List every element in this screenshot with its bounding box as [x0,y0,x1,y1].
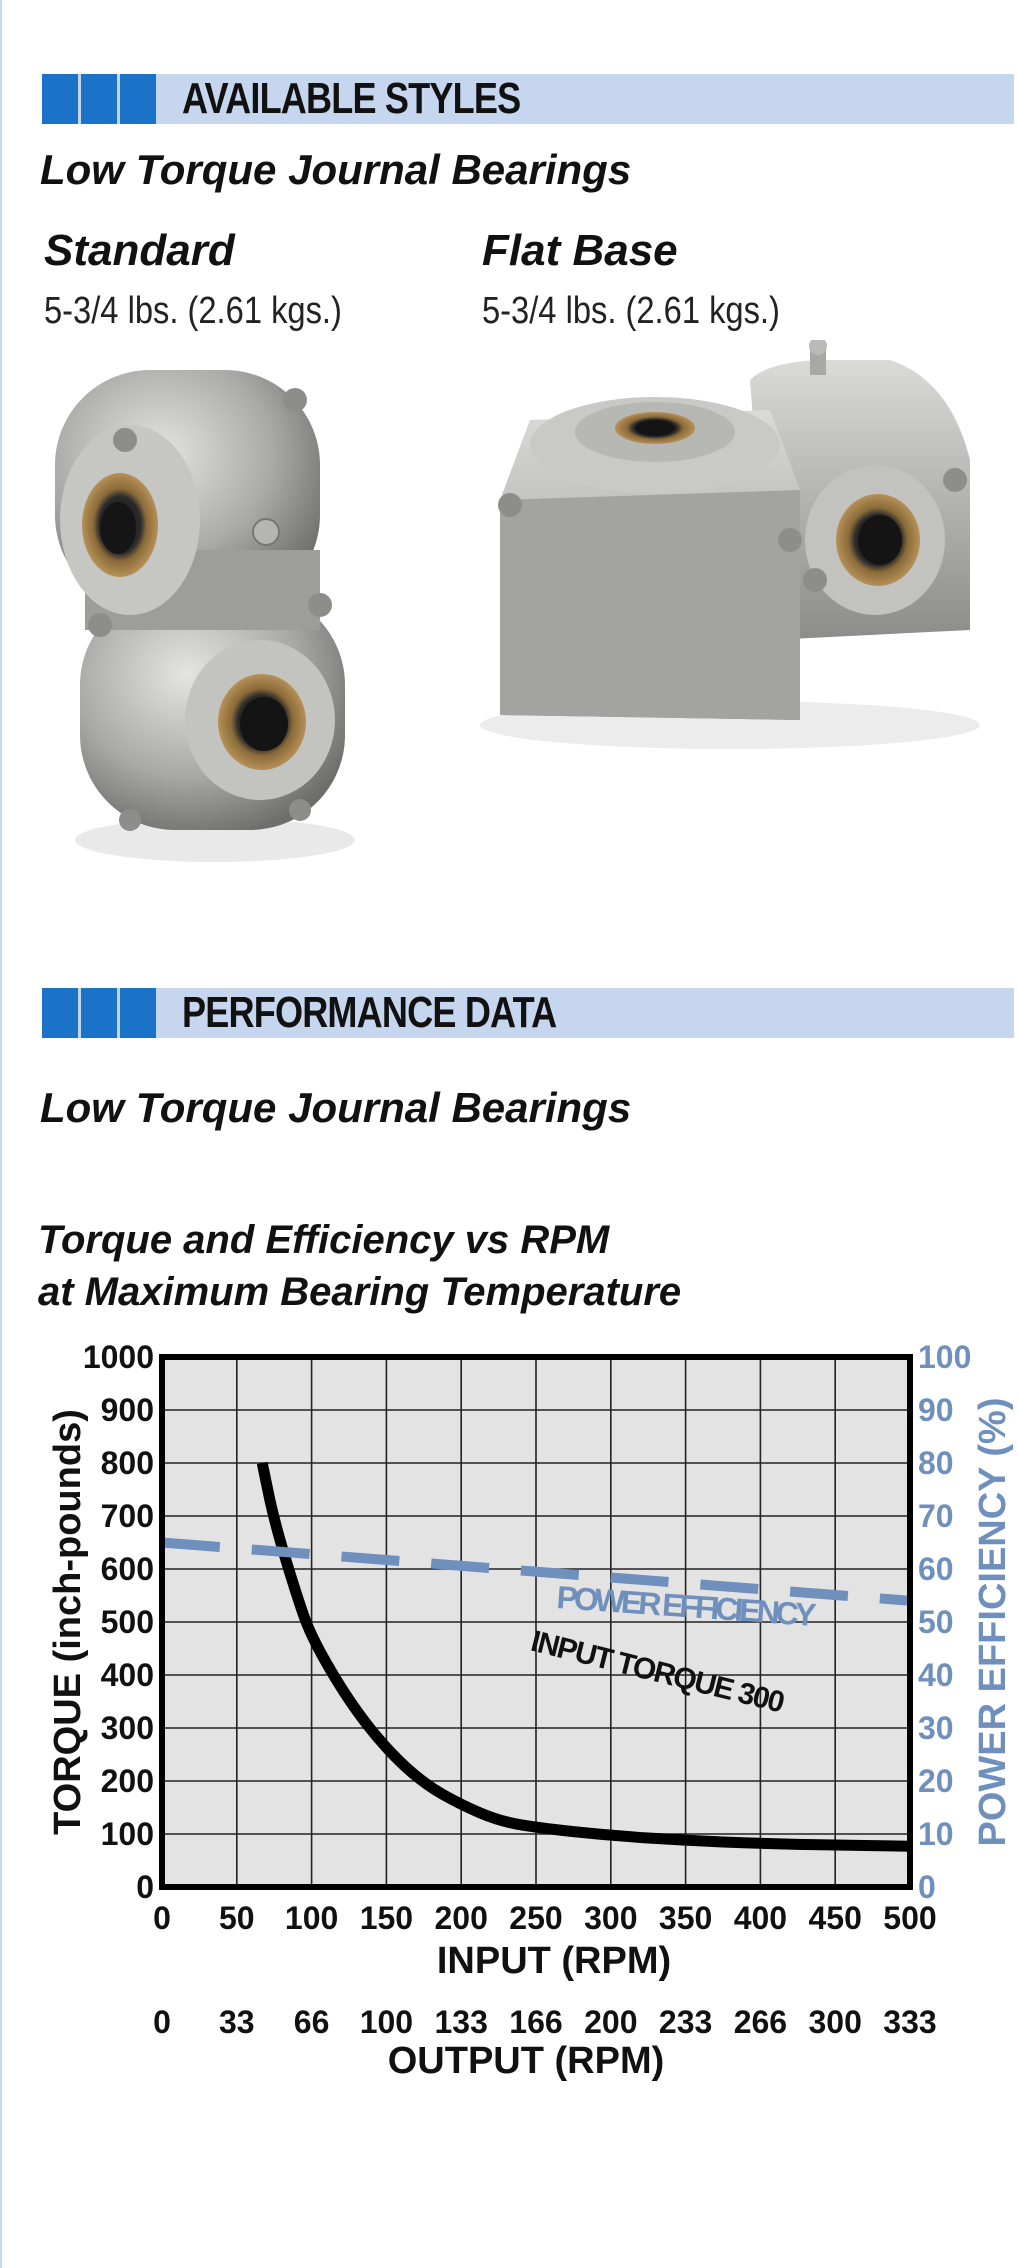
y-right-tick-label: 80 [918,1445,954,1481]
page-edge-rule [0,0,2,2268]
x-tick-label: 450 [809,1900,862,1936]
plot-frame [159,1354,913,1890]
y-right-tick-label: 90 [918,1392,954,1428]
performance-data-title: PERFORMANCE DATA [182,988,557,1037]
y-tick-label: 700 [101,1498,154,1534]
x2-tick-label: 133 [435,2004,488,2040]
x2-tick-label: 33 [219,2004,255,2040]
x-tick-label: 0 [153,1900,171,1936]
performance-data-header: PERFORMANCE DATA [42,988,1014,1038]
chart-title-line1: Torque and Efficiency vs RPM [38,1218,610,1262]
standard-title: Standard [44,226,235,275]
flat-base-weight: 5-3/4 lbs. (2.61 kgs.) [482,290,780,332]
y-right-tick-label: 30 [918,1710,954,1746]
y-tick-label: 1000 [83,1339,154,1375]
y-tick-label: 100 [101,1816,154,1852]
y-tick-label: 500 [101,1604,154,1640]
x-tick-label: 50 [219,1900,255,1936]
torque-efficiency-chart: 0100200300400500600700800900100001020304… [47,1339,1014,2082]
x2-axis-label: OUTPUT (RPM) [388,2040,665,2082]
y-right-tick-label: 70 [918,1498,954,1534]
x2-tick-label: 166 [509,2004,562,2040]
y-tick-label: 0 [136,1869,154,1905]
x2-tick-label: 200 [584,2004,637,2040]
input-torque-curve [256,1461,911,1852]
y-tick-label: 200 [101,1763,154,1799]
y-tick-label: 600 [101,1551,154,1587]
y-right-tick-label: 20 [918,1763,954,1799]
x2-tick-label: 66 [294,2004,330,2040]
x-tick-label: 100 [285,1900,338,1936]
x-axis-label: INPUT (RPM) [437,1940,671,1982]
y-tick-label: 300 [101,1710,154,1746]
header-blocks [42,988,156,1038]
x-tick-label: 400 [734,1900,787,1936]
y-right-axis-label: POWER EFFICIENCY (%) [972,1398,1014,1847]
x-tick-label: 150 [360,1900,413,1936]
y-right-tick-label: 60 [918,1551,954,1587]
performance-subtitle: Low Torque Journal Bearings [40,1084,632,1131]
flat-base-title: Flat Base [482,226,678,275]
y-tick-label: 400 [101,1657,154,1693]
x2-tick-label: 266 [734,2004,787,2040]
x-tick-label: 350 [659,1900,712,1936]
standard-gearbox-image [55,370,355,862]
header-blocks [42,74,156,124]
y-right-tick-label: 40 [918,1657,954,1693]
x2-tick-label: 100 [360,2004,413,2040]
available-styles-header: AVAILABLE STYLES [42,74,1014,124]
y-right-tick-label: 10 [918,1816,954,1852]
power-efficiency-line [161,1537,911,1606]
y-right-tick-label: 0 [918,1869,936,1905]
x-tick-label: 250 [509,1900,562,1936]
x-tick-label: 200 [435,1900,488,1936]
x-tick-label: 500 [883,1900,936,1936]
x2-tick-label: 333 [883,2004,936,2040]
x-tick-label: 300 [584,1900,637,1936]
y-right-tick-label: 50 [918,1604,954,1640]
styles-subtitle: Low Torque Journal Bearings [40,146,632,193]
available-styles-title: AVAILABLE STYLES [182,74,521,123]
y-tick-label: 900 [101,1392,154,1428]
flat-base-gearbox-image [480,340,980,749]
x2-tick-label: 0 [153,2004,171,2040]
standard-weight: 5-3/4 lbs. (2.61 kgs.) [44,290,342,332]
y-tick-label: 800 [101,1445,154,1481]
chart-title-line2: at Maximum Bearing Temperature [38,1270,682,1314]
y-right-tick-label: 100 [918,1339,971,1375]
x2-tick-label: 300 [809,2004,862,2040]
x2-tick-label: 233 [659,2004,712,2040]
y-axis-label: TORQUE (inch-pounds) [47,1409,89,1835]
